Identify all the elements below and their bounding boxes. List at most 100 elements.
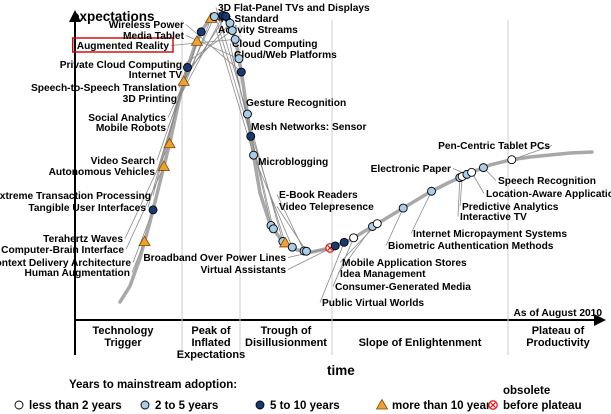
tech-marker-public-virtual-worlds — [339, 237, 349, 247]
tech-marker-location-aware-applications — [467, 167, 477, 177]
tech-leader-line — [125, 166, 165, 250]
phase-label: Plateau of Productivity — [526, 325, 590, 349]
legend-marker-gt10 — [375, 398, 389, 410]
tech-marker-speech-to-speech-translation — [221, 11, 231, 21]
tech-leader-line — [167, 18, 212, 128]
tech-label-mobile-application-stores: Mobile Application Stores — [342, 258, 467, 269]
tech-label-microblogging: Microblogging — [258, 157, 328, 168]
tech-marker-3d-flat-panel-tvs-and-displays — [242, 109, 252, 119]
phase-label: Slope of Enlightenment — [359, 337, 482, 349]
tech-marker-video-telepresence — [301, 246, 311, 256]
tech-leader-line — [132, 209, 154, 263]
tech-label-computer-brain-interface: Computer-Brain Interface — [1, 245, 124, 256]
tech-leader-line — [185, 24, 242, 73]
tech-label-social-analytics: Social Analytics — [88, 113, 166, 124]
tech-leader-line — [276, 206, 307, 252]
tech-marker-biometric-authentication-methods — [398, 203, 408, 213]
tech-marker-cloud-web-platforms — [268, 224, 278, 234]
tech-label-human-augmentation: Human Augmentation — [25, 268, 130, 279]
tech-label-broadband-over-power-lines: Broadband Over Power Lines — [143, 253, 286, 264]
tech-leader-line — [457, 177, 461, 217]
tech-label-virtual-assistants: Virtual Assistants — [201, 265, 287, 276]
tech-label-augmented-reality: Augmented Reality — [77, 41, 170, 52]
tech-label-electronic-paper: Electronic Paper — [371, 164, 451, 175]
tech-marker-video-search — [196, 27, 206, 37]
tech-marker-wireless-power — [236, 67, 246, 77]
tech-marker-social-analytics — [209, 12, 219, 22]
phase-label: Peak of Inflated Expectations — [177, 325, 245, 361]
tech-label-3d-printing: 3D Printing — [123, 94, 177, 105]
tech-label-autonomous-vehicles: Autonomous Vehicles — [49, 167, 156, 178]
tech-label-mobile-robots: Mobile Robots — [96, 123, 167, 134]
tech-leader-line — [385, 207, 404, 246]
legend-marker-5to10 — [255, 400, 265, 410]
tech-label-location-aware-applications: Location-Aware Applications — [486, 189, 611, 200]
tech-marker-activity-streams — [249, 150, 259, 160]
tech-marker-pen-centric-tablet-pcs — [507, 155, 517, 165]
tech-label-private-cloud-computing: Private Cloud Computing — [60, 60, 182, 71]
tech-leader-line — [124, 143, 170, 239]
tech-label-speech-recognition: Speech Recognition — [498, 176, 596, 187]
phase-label: Trough of Disillusionment — [245, 325, 327, 349]
tech-marker-context-delivery-architecture — [148, 205, 158, 215]
tech-label-cloud-web-platforms: Cloud/Web Platforms — [234, 50, 337, 61]
tech-marker-autonomous-vehicles — [190, 35, 204, 46]
tech-label-speech-to-speech-translation: Speech-to-Speech Translation — [31, 83, 177, 94]
tech-leader-line — [156, 31, 202, 161]
tech-leader-line — [410, 191, 432, 234]
tech-label-video-search: Video Search — [91, 156, 155, 167]
tech-marker-human-augmentation — [138, 235, 151, 247]
tech-label-consumer-generated-media: Consumer-Generated Media — [335, 282, 471, 293]
x-axis-label: time — [327, 363, 355, 378]
legend-marker-lt2 — [14, 400, 24, 410]
as-of-note: As of August 2010 — [514, 308, 603, 319]
highlight-box — [72, 37, 174, 53]
tech-marker-terahertz-waves — [163, 137, 176, 149]
y-axis-label: expectations — [72, 9, 155, 24]
tech-leader-line — [511, 145, 553, 161]
legend-label-gt10: more than 10 years — [392, 400, 497, 412]
tech-marker-media-tablet — [234, 54, 244, 64]
tech-label-e-book-readers: E-Book Readers — [279, 190, 358, 201]
tech-label-cloud-computing: Cloud Computing — [232, 39, 317, 50]
tech-leader-line — [170, 39, 236, 46]
tech-leader-line — [332, 237, 355, 287]
tech-label-4g-standard: 4G Standard — [218, 14, 279, 25]
tech-leader-line — [319, 242, 345, 303]
tech-marker-internet-micropayment-systems — [427, 186, 436, 196]
tech-marker-4g-standard — [246, 131, 256, 141]
tech-label-public-virtual-worlds: Public Virtual Worlds — [322, 298, 424, 309]
tech-marker-mesh-networks-sensor — [279, 236, 292, 248]
tech-label-biometric-authentication-methods: Biometric Authentication Methods — [388, 241, 554, 252]
tech-label-predictive-analytics: Predictive Analytics — [462, 202, 559, 213]
tech-label-tangible-user-interfaces: Tangible User Interfaces — [28, 203, 146, 214]
tech-marker-consumer-generated-media — [349, 233, 359, 243]
tech-marker-extreme-transaction-processing — [183, 63, 192, 72]
tech-marker-virtual-assistants — [330, 241, 340, 251]
tech-marker-speech-recognition — [478, 163, 488, 173]
tech-marker-microblogging — [287, 242, 297, 252]
legend-label-obs: obsolete — [503, 385, 550, 397]
tech-leader-line — [131, 241, 145, 273]
tech-marker-mobile-application-stores — [372, 219, 382, 229]
tech-label-mesh-networks-sensor: Mesh Networks: Sensor — [251, 122, 367, 133]
y-axis-arrow — [69, 10, 81, 22]
tech-leader-line — [255, 161, 293, 248]
tech-label-wireless-power: Wireless Power — [109, 20, 184, 31]
tech-label-context-delivery-architecture: Context Delivery Architecture — [0, 258, 131, 269]
tech-label-activity-streams: Activity Streams — [218, 25, 298, 36]
legend-label-2to5: 2 to 5 years — [155, 400, 218, 412]
tech-label-gesture-recognition: Gesture Recognition — [246, 98, 346, 109]
tech-marker-internet-tv — [225, 18, 235, 28]
tech-marker-private-cloud-computing — [227, 26, 237, 35]
tech-label-video-telepresence: Video Telepresence — [279, 202, 374, 213]
legend-marker-obs — [488, 400, 498, 410]
tech-label-interactive-tv: Interactive TV — [460, 212, 527, 223]
tech-marker-augmented-reality — [230, 34, 240, 44]
tech-marker-tangible-user-interfaces — [177, 75, 190, 86]
tech-label-extreme-transaction-processing: Extreme Transaction Processing — [0, 191, 151, 202]
legend-title: Years to mainstream adoption: — [69, 379, 237, 391]
tech-label-3d-flat-panel-tvs-and-displays: 3D Flat-Panel TVs and Displays — [218, 3, 370, 14]
legend-label-lt2: less than 2 years — [29, 400, 122, 412]
